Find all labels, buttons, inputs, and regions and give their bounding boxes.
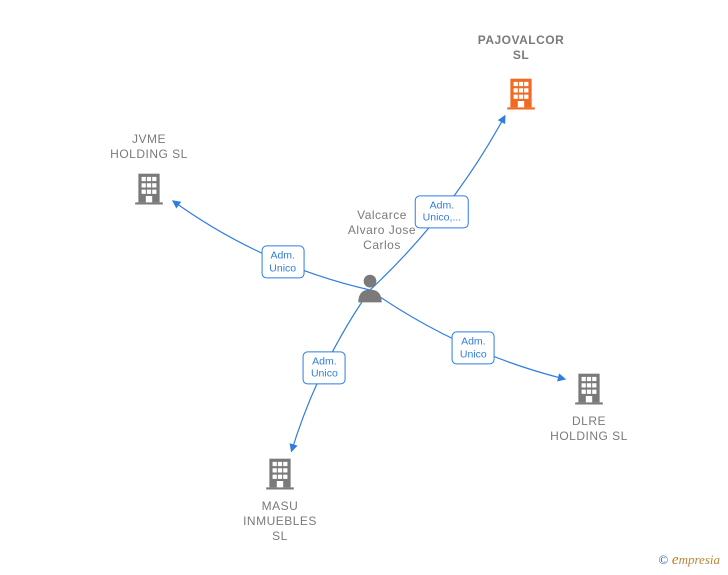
node-label-masu: MASU INMUEBLES SL bbox=[243, 499, 317, 544]
node-label-dlre: DLRE HOLDING SL bbox=[550, 414, 628, 444]
building-icon bbox=[263, 456, 297, 495]
node-label-jvme: JVME HOLDING SL bbox=[110, 132, 188, 162]
node-label-pajovalcor: PAJOVALCOR SL bbox=[478, 33, 565, 63]
edge-label: Adm. Unico bbox=[303, 351, 346, 384]
brand-name: empresia bbox=[672, 552, 720, 567]
edge-label: Adm. Unico,... bbox=[415, 195, 470, 228]
person-icon bbox=[353, 271, 387, 310]
edge-label: Adm. Unico bbox=[261, 246, 304, 279]
building-icon bbox=[504, 76, 538, 115]
diagram-canvas: © empresia Valcarce Alvaro Jose Carlos P… bbox=[0, 0, 728, 575]
copyright-symbol: © bbox=[658, 552, 668, 567]
building-icon bbox=[132, 171, 166, 210]
edge-label: Adm. Unico bbox=[452, 331, 495, 364]
footer-credit: © empresia bbox=[658, 552, 720, 569]
building-icon bbox=[572, 371, 606, 410]
node-label-person: Valcarce Alvaro Jose Carlos bbox=[348, 208, 416, 253]
